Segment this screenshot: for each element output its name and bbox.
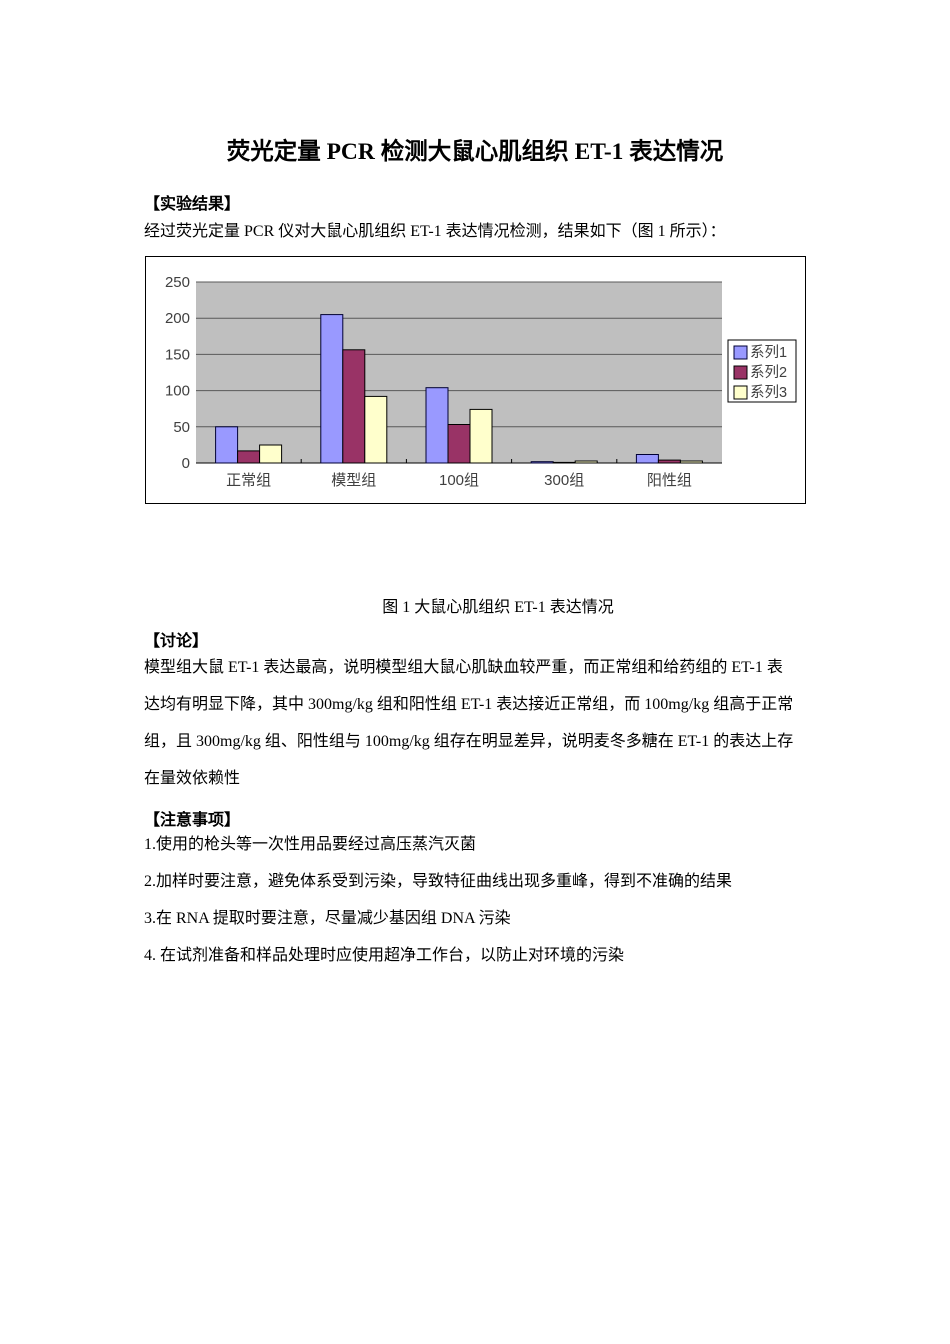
svg-text:250: 250 bbox=[165, 274, 190, 291]
svg-text:200: 200 bbox=[165, 310, 190, 327]
svg-text:系列2: 系列2 bbox=[750, 364, 787, 381]
svg-text:300组: 300组 bbox=[544, 472, 584, 489]
svg-text:100组: 100组 bbox=[439, 472, 479, 489]
svg-text:50: 50 bbox=[173, 419, 190, 436]
svg-text:系列1: 系列1 bbox=[750, 344, 787, 361]
svg-text:150: 150 bbox=[165, 346, 190, 363]
svg-text:阳性组: 阳性组 bbox=[647, 472, 692, 489]
svg-text:0: 0 bbox=[182, 455, 190, 472]
svg-text:正常组: 正常组 bbox=[226, 472, 271, 489]
svg-text:系列3: 系列3 bbox=[750, 384, 787, 401]
svg-text:模型组: 模型组 bbox=[331, 472, 376, 489]
svg-text:100: 100 bbox=[165, 383, 190, 400]
